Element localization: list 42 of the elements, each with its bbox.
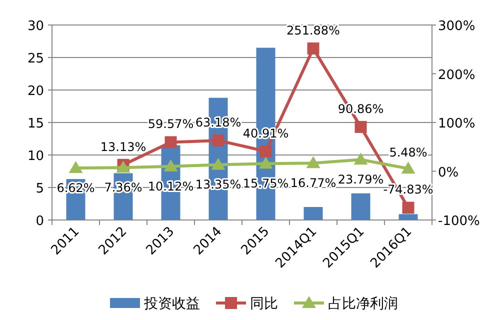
y2-tick-label: 300% (438, 19, 476, 34)
bar (304, 207, 323, 220)
y2-tick-label: -100% (438, 214, 480, 229)
data-label: 5.48% (389, 146, 428, 160)
point (401, 162, 416, 174)
point (212, 134, 224, 146)
y-tick-label: 30 (27, 19, 44, 34)
data-label: 23.79% (338, 172, 384, 187)
y-tick-label: 5 (36, 182, 44, 196)
y-tick-label: 0 (36, 214, 44, 229)
point (354, 120, 367, 133)
legend-label: 同比 (250, 296, 278, 312)
y-tick-label: 25 (27, 52, 44, 66)
data-label: 59.57% (148, 117, 194, 132)
point (164, 136, 177, 148)
y2-tick-label: 100% (438, 116, 476, 132)
data-label: 6.62% (56, 181, 95, 196)
y2-tick-label: 0% (438, 165, 459, 180)
point (402, 202, 414, 214)
point (306, 156, 320, 168)
point (307, 42, 320, 54)
data-label: 7.36% (104, 180, 142, 195)
y-tick-label: 20 (27, 84, 44, 99)
y2-tick-label: 200% (438, 68, 476, 83)
point (211, 158, 226, 170)
y-tick-label: 15 (27, 116, 44, 132)
bar (351, 193, 370, 220)
data-label: 13.35% (195, 178, 242, 192)
y-tick-label: 10 (27, 149, 44, 164)
data-label: 13.13% (100, 140, 146, 154)
legend-label: 占比净利润 (328, 296, 398, 312)
point (68, 161, 83, 174)
data-label: 251.88% (286, 23, 340, 38)
point (260, 145, 272, 158)
point (354, 152, 368, 165)
data-label: 16.77% (290, 176, 336, 190)
data-label: 63.18% (195, 115, 242, 130)
data-label: 10.12% (148, 179, 194, 194)
point (164, 159, 178, 172)
point (258, 156, 273, 169)
bar (398, 214, 418, 220)
legend-label: 投资收益 (143, 296, 200, 312)
